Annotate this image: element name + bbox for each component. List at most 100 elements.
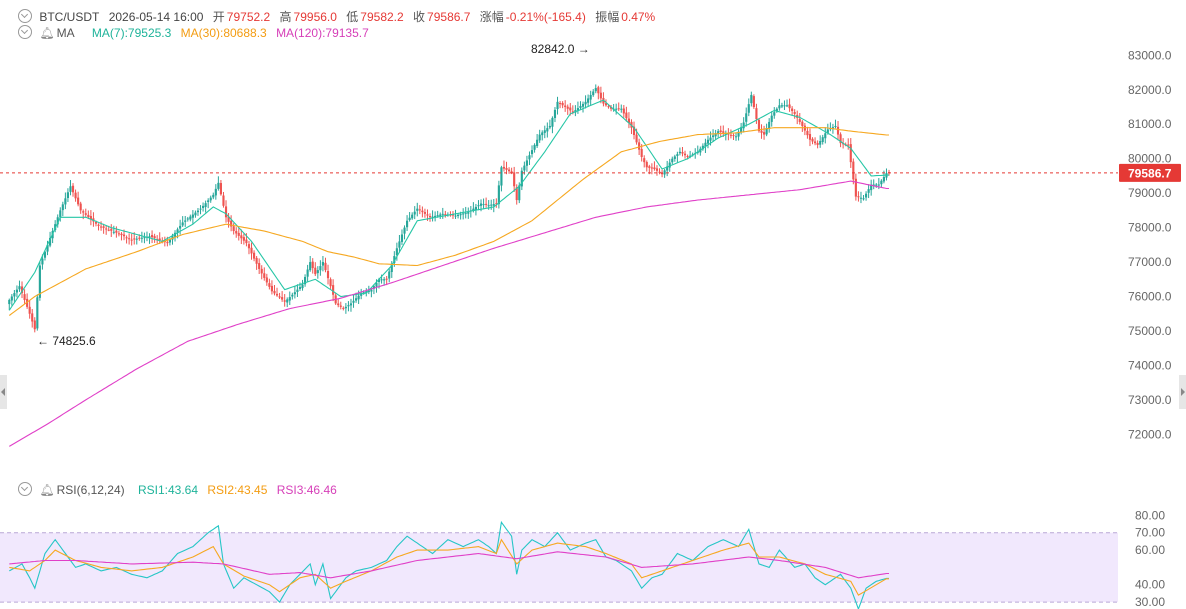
candle-body (880, 180, 883, 185)
collapse-icon[interactable] (18, 9, 32, 23)
candle-body (543, 130, 546, 133)
candle-body (520, 170, 523, 187)
candle-body (479, 203, 483, 206)
price-tick-label: 76000.0 (1128, 290, 1172, 304)
candle-body (332, 285, 335, 295)
candle-body (436, 215, 439, 217)
candle-body (418, 209, 421, 211)
ma-line-2 (8, 127, 889, 316)
candle-body (464, 212, 467, 214)
collapse-icon[interactable] (18, 482, 32, 496)
candle-body (622, 108, 625, 114)
scroll-left-handle[interactable] (0, 375, 7, 409)
candle-body (255, 257, 258, 264)
candle-body (668, 162, 671, 168)
candle-body (760, 130, 763, 133)
collapse-icon[interactable] (18, 25, 32, 39)
candle-body (301, 284, 304, 289)
candle-body (375, 282, 378, 287)
candle-body (617, 108, 620, 110)
candle-body (360, 293, 363, 296)
candle-body (704, 142, 707, 147)
candle-body (525, 160, 528, 166)
candle-body (283, 300, 286, 302)
candle-body (253, 252, 256, 259)
candle-body (148, 236, 151, 238)
candle-body (357, 295, 360, 300)
candle-body (367, 290, 370, 293)
candle-body (548, 125, 551, 128)
candle-body (133, 238, 136, 240)
scroll-right-handle[interactable] (1179, 375, 1186, 409)
candle-body (865, 193, 868, 198)
price-tick-label: 75000.0 (1128, 324, 1172, 338)
candle-body (370, 289, 373, 292)
last-price-tag-label: 79586.7 (1128, 166, 1172, 180)
candle-body (426, 214, 429, 216)
candle-body (773, 112, 776, 116)
candle-body (421, 210, 424, 213)
candle-body (242, 237, 245, 241)
price-header: BTC/USDT 2026-05-14 16:00 开 79752.2 高 7995… (18, 8, 661, 25)
candle-body (403, 227, 406, 234)
candle-body (383, 279, 386, 281)
candle-body (411, 214, 414, 219)
candle-body (594, 88, 597, 92)
candle-body (84, 213, 87, 215)
high-label: 高 (279, 10, 292, 24)
candle-body (653, 167, 656, 170)
candle-body (757, 119, 761, 132)
candle-body (569, 107, 572, 111)
candle-body (309, 262, 312, 271)
candle-body (207, 200, 210, 202)
datetime-label: 2026-05-14 16:00 (108, 10, 204, 24)
candle-body (128, 238, 131, 240)
price-tick-label: 74000.0 (1128, 358, 1172, 372)
candle-body (457, 214, 460, 217)
candle-body (94, 221, 98, 224)
candle-body (706, 139, 710, 144)
candle-body (709, 137, 712, 141)
bell-icon[interactable]: 🔔︎ (39, 483, 55, 497)
candle-body (125, 237, 128, 239)
candle-body (599, 92, 602, 99)
candle-body (839, 134, 842, 144)
candle-body (176, 229, 179, 233)
candle-body (194, 212, 197, 216)
candle-body (235, 231, 238, 234)
candle-body (847, 144, 850, 146)
candle-body (867, 189, 870, 193)
candle-body (120, 233, 123, 236)
candle-body (291, 294, 294, 297)
candle-body (579, 105, 582, 108)
candle-body (342, 307, 345, 309)
candle-body (472, 208, 475, 211)
candle-body (77, 197, 80, 205)
candle-body (339, 305, 342, 307)
candle-body (683, 153, 687, 156)
candle-body (181, 222, 184, 226)
candle-body (102, 226, 105, 228)
candle-body (140, 237, 143, 239)
candle-body (406, 220, 409, 228)
candle-body (722, 131, 725, 133)
candle-body (413, 211, 416, 215)
candle-body (666, 166, 669, 171)
candle-body (712, 135, 715, 138)
candle-body (638, 142, 641, 150)
candle-body (79, 203, 82, 211)
candle-body (41, 258, 44, 265)
candle-body (196, 210, 200, 213)
bell-icon[interactable]: 🔔︎ (39, 26, 55, 40)
amplitude-value: 0.47% (621, 10, 656, 24)
rsi-line-3 (9, 551, 889, 579)
candle-body (416, 208, 419, 211)
candle-body (482, 204, 485, 206)
rsi-line-2 (9, 538, 889, 596)
candle-body (186, 218, 189, 220)
candle-body (227, 216, 230, 222)
low-value: 79582.2 (360, 10, 404, 24)
candle-body (179, 225, 182, 229)
price-tick-label: 78000.0 (1128, 221, 1172, 235)
